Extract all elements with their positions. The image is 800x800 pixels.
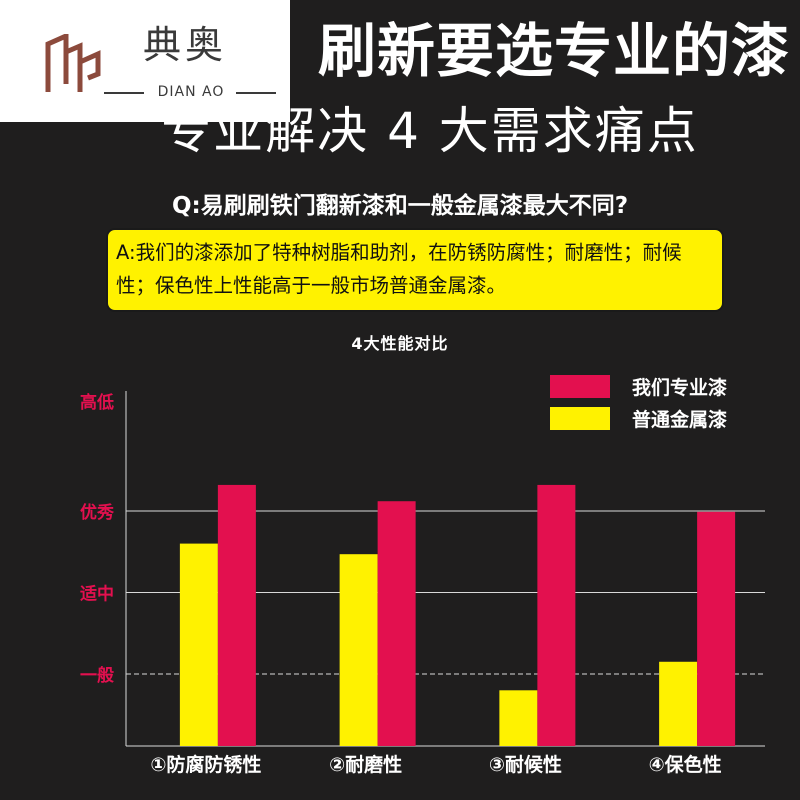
bar-normal-paint <box>659 661 698 746</box>
bar-normal-paint <box>499 690 538 746</box>
bar-our-paint <box>217 484 256 746</box>
y-level-label: 一般 <box>80 665 114 686</box>
category-label: ③耐候性 <box>489 753 562 776</box>
answer-text: A:我们的漆添加了特种树脂和助剂，在防锈防腐性；耐磨性；耐候性；保色性上性能高于… <box>116 241 682 297</box>
legend-swatch <box>550 407 610 430</box>
headline: 刷新要选专业的漆 <box>317 17 790 85</box>
chart-title: 4大性能对比 <box>351 334 449 353</box>
legend-label: 我们专业漆 <box>632 376 727 399</box>
y-level-label: 优秀 <box>80 502 114 523</box>
brand-name-en: DIAN AO <box>157 84 225 100</box>
category-label: ④保色性 <box>649 753 722 776</box>
brand-logo: 典奥 DIAN AO <box>0 0 290 122</box>
category-label: ①防腐防锈性 <box>150 753 261 776</box>
legend-label: 普通金属漆 <box>632 408 727 431</box>
answer-box: A:我们的漆添加了特种树脂和助剂，在防锈防腐性；耐磨性；耐候性；保色性上性能高于… <box>106 228 724 312</box>
bar-normal-paint <box>339 554 378 746</box>
y-level-label: 高低 <box>80 392 114 413</box>
y-level-label: 适中 <box>80 584 114 605</box>
category-label: ②耐磨性 <box>329 753 402 776</box>
bar-our-paint <box>697 511 736 746</box>
brand-divider-right <box>236 92 276 94</box>
legend-swatch <box>550 375 610 398</box>
question-text: Q:易刷刷铁门翻新漆和一般金属漆最大不同? <box>171 193 629 219</box>
brand-divider-left <box>104 92 144 94</box>
bar-our-paint <box>377 501 416 746</box>
bar-normal-paint <box>179 543 218 746</box>
brand-name-cn: 典奥 <box>142 23 227 67</box>
bar-our-paint <box>537 484 576 746</box>
brand-mark-icon <box>45 34 101 92</box>
